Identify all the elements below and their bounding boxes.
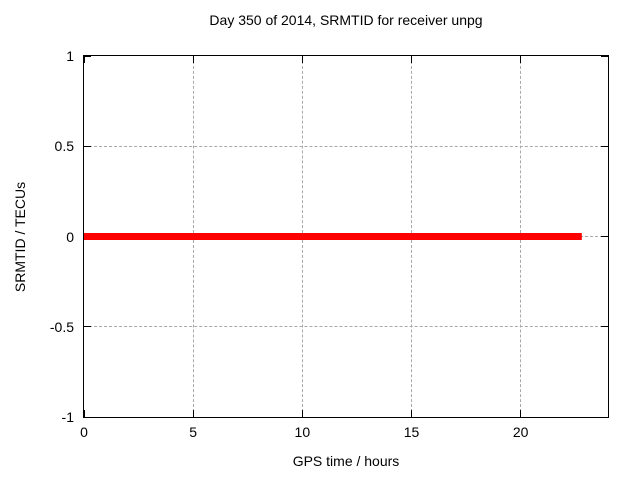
y-tick-label: -1: [61, 409, 74, 425]
tick-mark-left: [84, 326, 91, 328]
gridline-h: [84, 326, 608, 328]
x-tick-label: 5: [189, 424, 198, 440]
tick-mark-top: [192, 56, 194, 63]
x-tick-label: 20: [512, 424, 529, 440]
tick-mark-top: [520, 56, 522, 63]
tick-mark-right: [601, 55, 608, 57]
tick-mark-top: [411, 56, 412, 63]
tick-mark-left: [84, 55, 91, 57]
y-tick-label: 0: [66, 228, 74, 245]
gridline-h: [84, 145, 608, 147]
x-tick-label: 10: [294, 424, 311, 440]
chart-title: Day 350 of 2014, SRMTID for receiver unp…: [209, 12, 483, 28]
tick-mark-right: [601, 416, 608, 418]
plot-area: [83, 55, 609, 418]
tick-mark-right: [601, 326, 608, 328]
tick-mark-left: [84, 145, 91, 147]
tick-mark-right: [601, 145, 608, 147]
x-tick-label: 0: [80, 424, 88, 440]
data-series-svg: [84, 233, 582, 240]
x-tick-label: 15: [403, 424, 420, 440]
tick-mark-bottom: [83, 410, 85, 417]
y-tick-label: 0.5: [54, 138, 74, 155]
tick-mark-bottom: [301, 410, 303, 417]
tick-mark-left: [84, 416, 91, 418]
tick-mark-right: [601, 236, 608, 237]
y-tick-label: 1: [66, 48, 74, 64]
tick-mark-bottom: [520, 410, 522, 417]
x-axis-label: GPS time / hours: [292, 453, 400, 469]
tick-mark-bottom: [192, 410, 194, 417]
y-tick-label: -0.5: [49, 318, 74, 335]
tick-mark-top: [83, 56, 85, 63]
tick-mark-top: [301, 56, 303, 63]
tick-mark-bottom: [411, 410, 412, 417]
